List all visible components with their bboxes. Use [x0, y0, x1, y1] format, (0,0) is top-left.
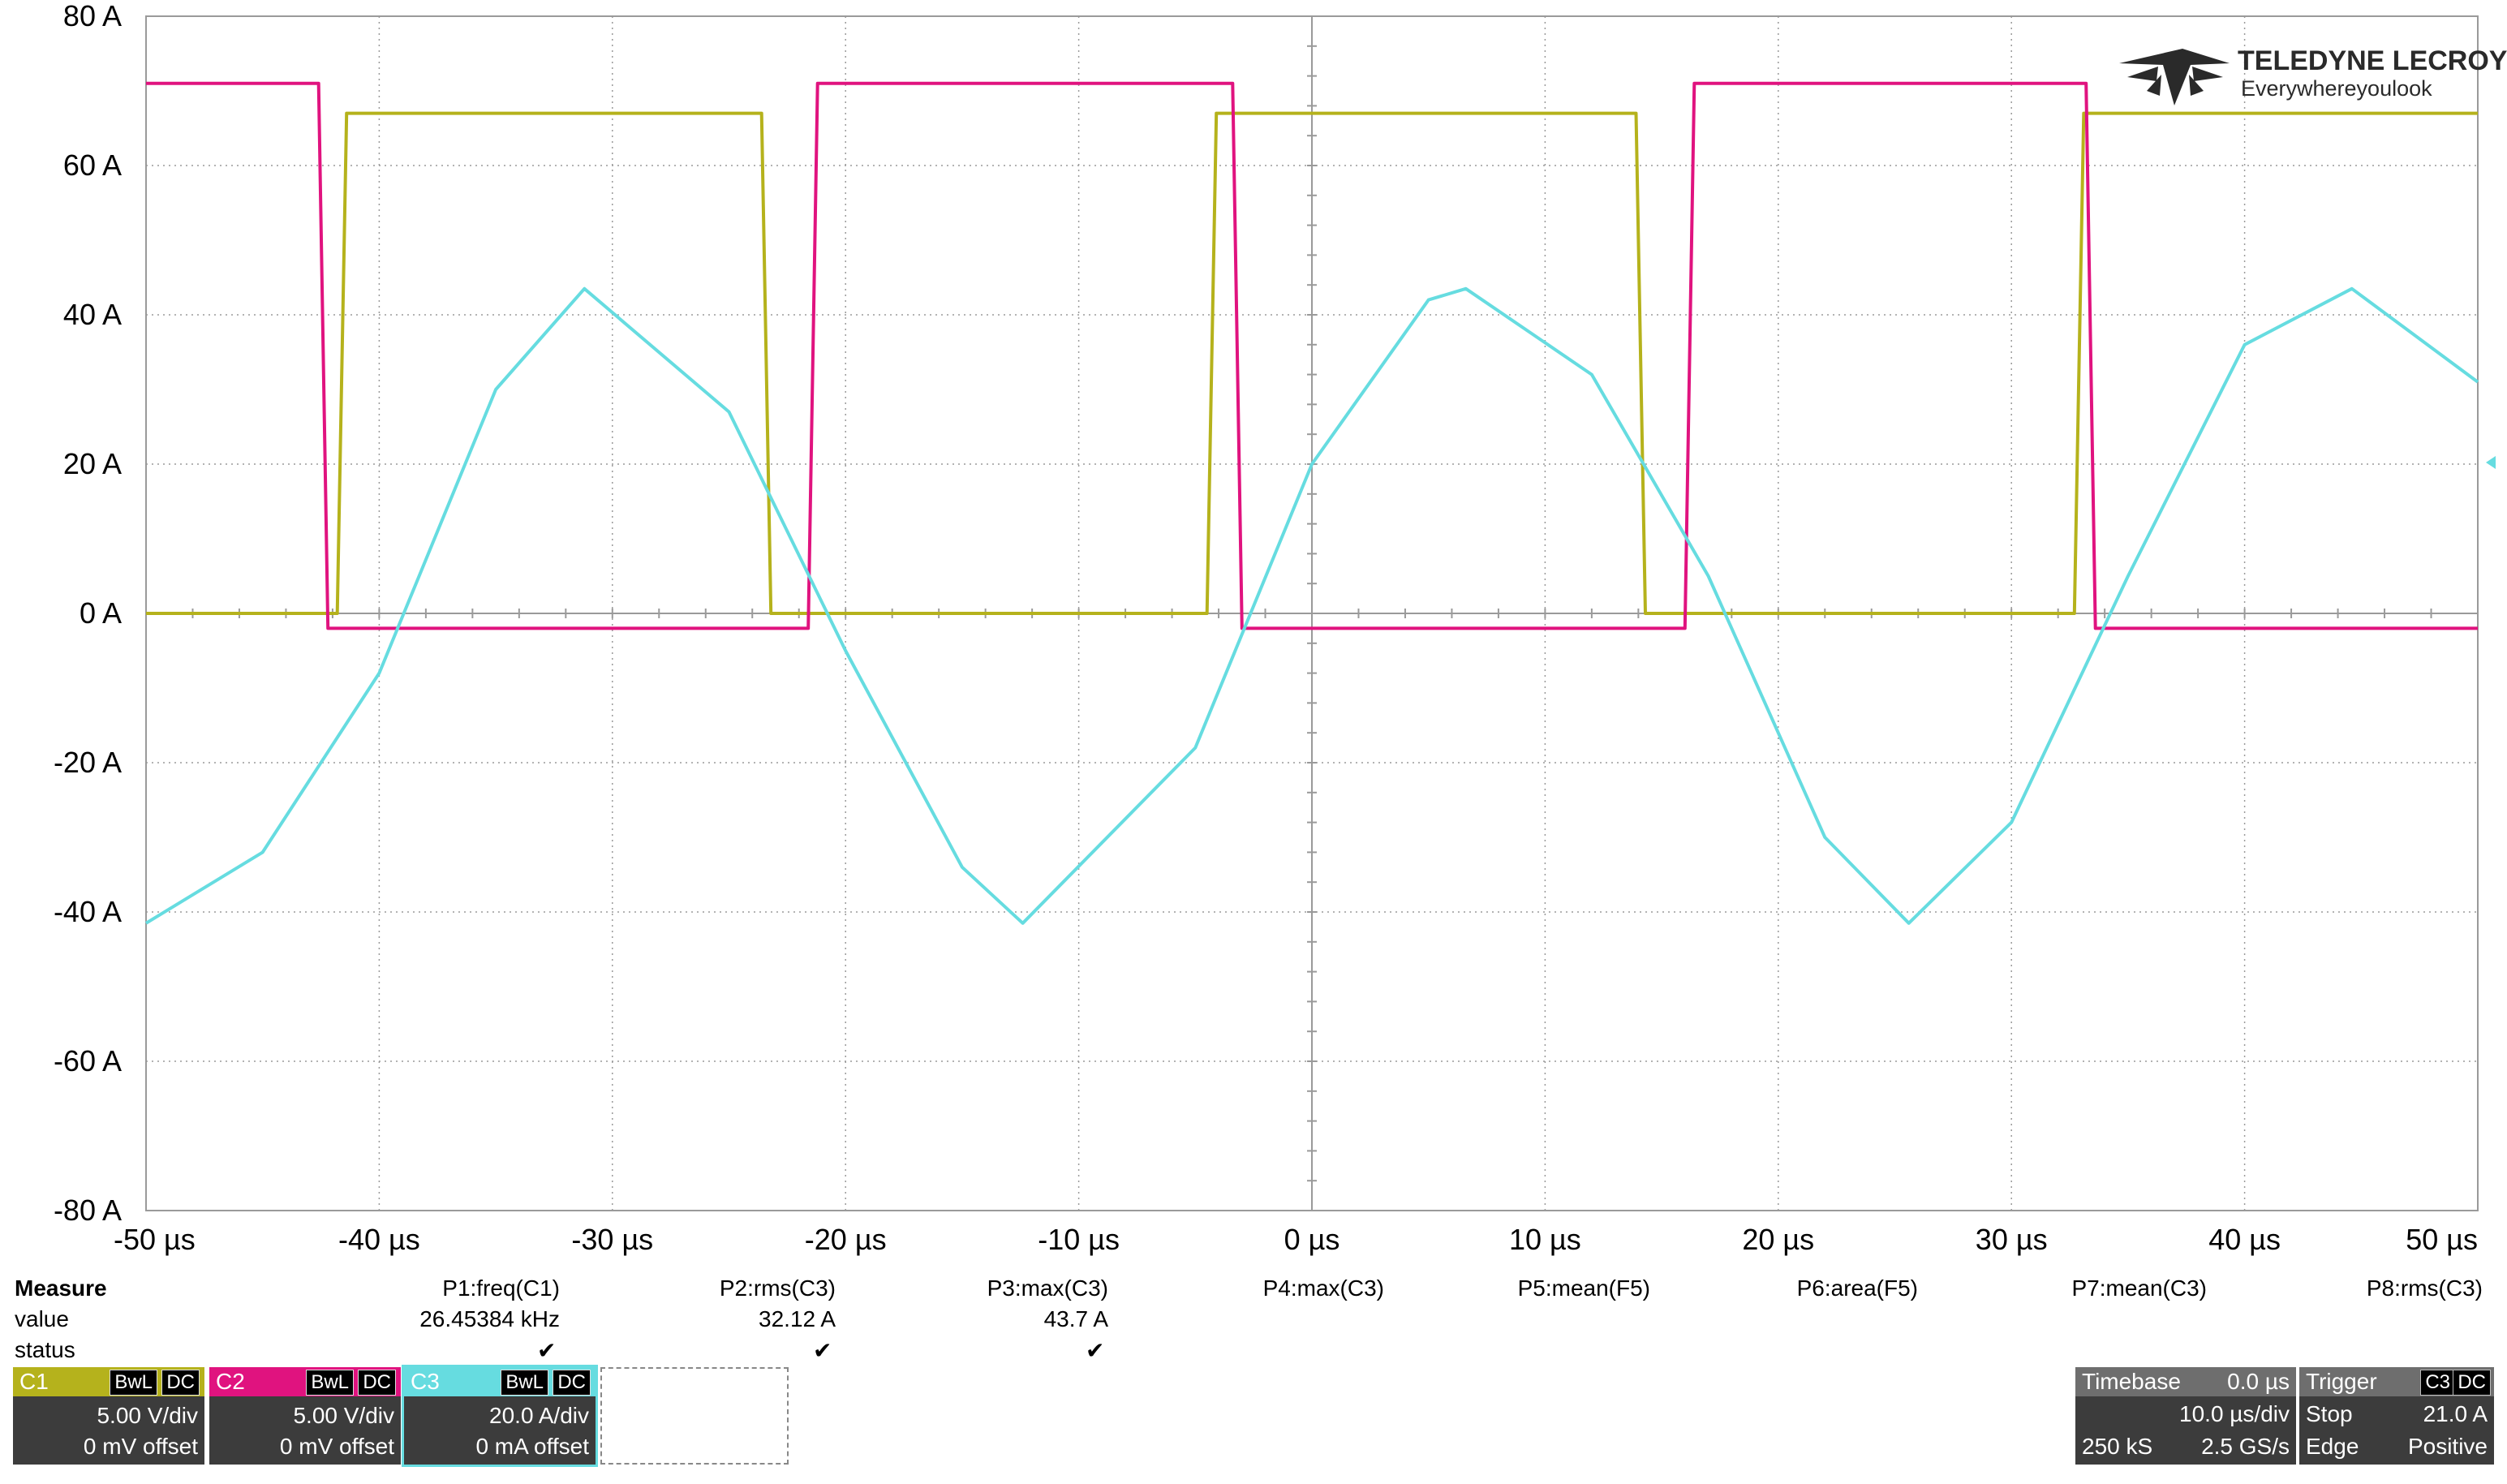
x-tick-label: -50 µs — [114, 1223, 196, 1256]
x-tick-label: 20 µs — [1742, 1223, 1814, 1256]
measure-value-1: 26.45384 kHz — [419, 1306, 560, 1331]
waveform-traces — [144, 81, 2479, 925]
trace-C3 — [144, 286, 2479, 925]
measure-param-8[interactable]: P8:rms(C3) — [2366, 1275, 2483, 1301]
timebase-delay: 0.0 µs — [2227, 1369, 2290, 1394]
y-tick-label: 40 A — [63, 298, 122, 331]
channel-header: C3 BwL DC — [404, 1367, 596, 1396]
trigger-header: Trigger C3 DC — [2299, 1367, 2494, 1396]
measure-param-2[interactable]: P2:rms(C3) — [719, 1275, 836, 1301]
x-tick-label: 50 µs — [2406, 1223, 2478, 1256]
y-tick-label: 80 A — [63, 0, 122, 32]
measure-param-7[interactable]: P7:mean(C3) — [2071, 1275, 2207, 1301]
status-check-icon: ✔ — [537, 1338, 557, 1363]
trigger-panel[interactable]: Trigger C3 DC Stop 21.0 A Edge Positive — [2299, 1367, 2494, 1465]
trigger-slope: Positive — [2407, 1434, 2488, 1459]
y-tick-label: -20 A — [54, 746, 122, 779]
y-tick-label: 0 A — [80, 596, 122, 630]
status-check-icon: ✔ — [1086, 1338, 1105, 1363]
trigger-source: C3 — [2420, 1370, 2455, 1396]
status-check-icon: ✔ — [813, 1338, 832, 1363]
timebase-panel[interactable]: Timebase 0.0 µs 10.0 µs/div 250 kS 2.5 G… — [2075, 1367, 2296, 1465]
trigger-type: Edge — [2306, 1434, 2359, 1459]
measure-param-5[interactable]: P5:mean(F5) — [1517, 1275, 1650, 1301]
x-tick-label: 10 µs — [1509, 1223, 1581, 1256]
x-tick-label: -10 µs — [1038, 1223, 1120, 1256]
x-tick-label: -30 µs — [571, 1223, 653, 1256]
trigger-level-marker[interactable] — [2486, 456, 2496, 469]
timebase-header: Timebase 0.0 µs — [2075, 1367, 2296, 1396]
y-tick-label: -60 A — [54, 1044, 122, 1078]
trigger-label: Trigger — [2306, 1369, 2377, 1394]
channel-header: C1 BwL DC — [13, 1367, 204, 1396]
bandwidth-limit: BwL — [306, 1370, 354, 1396]
measure-value-3: 43.7 A — [1043, 1306, 1108, 1331]
axis-labels: 80 A60 A40 A20 A0 A-20 A-40 A-60 A-80 A-… — [54, 0, 2478, 1256]
status-row-label: status — [15, 1337, 75, 1362]
channel-name: C3 — [411, 1369, 440, 1394]
timebase-rate: 2.5 GS/s — [2201, 1434, 2290, 1459]
y-tick-label: -40 A — [54, 895, 122, 928]
logo-tagline: Everywhereyoulook — [2241, 76, 2432, 101]
coupling: DC — [358, 1370, 396, 1396]
timebase-samples: 250 kS — [2082, 1434, 2153, 1459]
channel-header: C2 BwL DC — [209, 1367, 401, 1396]
teledyne-lecroy-logo: TELEDYNE LECROY Everywhereyoulook — [2119, 45, 2507, 105]
x-tick-label: 40 µs — [2208, 1223, 2281, 1256]
trigger-mode: Stop — [2306, 1401, 2353, 1426]
y-tick-label: -80 A — [54, 1194, 122, 1227]
bandwidth-limit: BwL — [110, 1370, 157, 1396]
channel-vdiv: 5.00 V/div — [293, 1403, 394, 1428]
measure-table: Measure value status P1:freq(C1) 26.45384… — [0, 1272, 2507, 1370]
measure-param-6[interactable]: P6:area(F5) — [1796, 1275, 1918, 1301]
channel-box-C3[interactable]: C3 BwL DC 20.0 A/div 0 mA offset — [402, 1365, 598, 1467]
timebase-tdiv: 10.0 µs/div — [2179, 1401, 2290, 1426]
measure-value-2: 32.12 A — [759, 1306, 836, 1331]
channel-vdiv: 5.00 V/div — [97, 1403, 198, 1428]
x-tick-label: 30 µs — [1976, 1223, 2048, 1256]
x-tick-label: -40 µs — [338, 1223, 420, 1256]
logo-emblem-icon — [2119, 49, 2230, 105]
trigger-level: 21.0 A — [2423, 1401, 2488, 1426]
trace-C1 — [146, 111, 2478, 615]
measure-param-1[interactable]: P1:freq(C1) — [442, 1275, 560, 1301]
trace-C2 — [146, 81, 2478, 630]
measure-status-row: status — [0, 1337, 2507, 1368]
logo-brand: TELEDYNE LECROY — [2238, 45, 2507, 76]
channel-name: C2 — [216, 1369, 245, 1394]
coupling: DC — [161, 1370, 200, 1396]
measure-header-row: Measure — [0, 1275, 2507, 1306]
x-tick-label: 0 µs — [1284, 1223, 1340, 1256]
measure-value-row: value — [0, 1306, 2507, 1337]
channel-name: C1 — [19, 1369, 49, 1394]
channel-box-C1[interactable]: C1 BwL DC 5.00 V/div 0 mV offset — [13, 1367, 204, 1465]
y-tick-label: 60 A — [63, 148, 122, 182]
measure-param-3[interactable]: P3:max(C3) — [987, 1275, 1108, 1301]
y-tick-label: 20 A — [63, 447, 122, 480]
value-row-label: value — [15, 1306, 69, 1331]
channel-offset: 0 mV offset — [83, 1434, 198, 1459]
axis-ticks — [145, 15, 2479, 1211]
channel-offset: 0 mA offset — [475, 1434, 589, 1459]
coupling: DC — [553, 1370, 591, 1396]
x-tick-label: -20 µs — [805, 1223, 887, 1256]
timebase-label: Timebase — [2082, 1369, 2181, 1394]
empty-channel-slot[interactable] — [600, 1367, 789, 1465]
measure-param-4[interactable]: P4:max(C3) — [1262, 1275, 1384, 1301]
trigger-coupling: DC — [2453, 1370, 2491, 1396]
measure-title: Measure — [15, 1275, 107, 1301]
channel-vdiv: 20.0 A/div — [489, 1403, 589, 1428]
channel-offset: 0 mV offset — [279, 1434, 394, 1459]
bandwidth-limit: BwL — [501, 1370, 548, 1396]
channel-box-C2[interactable]: C2 BwL DC 5.00 V/div 0 mV offset — [209, 1367, 401, 1465]
